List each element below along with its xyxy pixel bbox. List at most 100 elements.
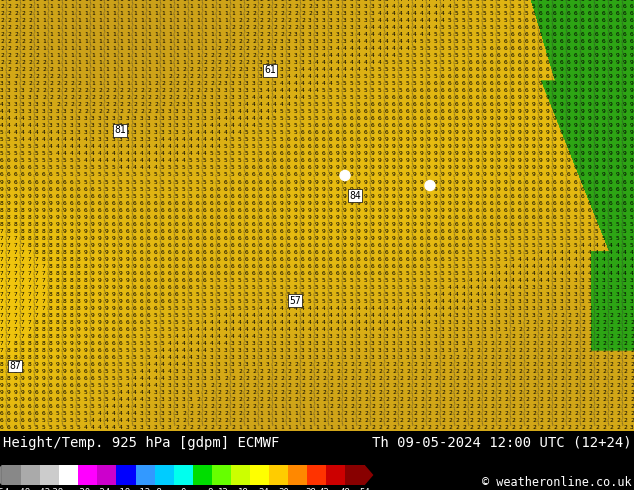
Text: 5: 5 [483, 257, 487, 262]
Text: /: / [409, 307, 416, 314]
Text: 1: 1 [119, 11, 123, 16]
Text: /: / [605, 405, 612, 412]
Text: 0: 0 [181, 488, 186, 490]
Text: 6: 6 [490, 53, 494, 58]
Text: /: / [45, 293, 52, 300]
Text: 4: 4 [112, 404, 116, 409]
Text: 9: 9 [343, 236, 347, 241]
Text: 6: 6 [532, 74, 536, 79]
Text: 6: 6 [196, 257, 200, 262]
Text: /: / [465, 5, 472, 12]
Text: 5: 5 [420, 285, 424, 290]
Text: 5: 5 [462, 25, 466, 30]
Text: /: / [479, 363, 486, 370]
Text: 8: 8 [28, 215, 32, 220]
Text: 4: 4 [329, 74, 333, 79]
Text: 6: 6 [147, 278, 151, 283]
Text: 4: 4 [231, 130, 235, 135]
Text: 6: 6 [560, 179, 564, 185]
Text: /: / [297, 229, 304, 237]
Text: 9: 9 [532, 166, 536, 171]
Text: /: / [45, 0, 52, 5]
Text: 4: 4 [189, 145, 193, 149]
Text: 6: 6 [273, 166, 277, 171]
Text: 2: 2 [266, 397, 269, 402]
Text: /: / [255, 26, 262, 33]
Text: 4: 4 [385, 306, 389, 311]
Text: 6: 6 [147, 257, 151, 262]
Text: 6: 6 [217, 200, 221, 206]
Text: /: / [563, 173, 570, 180]
Text: /: / [185, 54, 192, 61]
Text: /: / [451, 82, 458, 89]
Text: 9: 9 [476, 130, 480, 135]
Text: 5: 5 [441, 39, 444, 44]
Text: /: / [493, 138, 500, 146]
Text: 6: 6 [147, 250, 151, 255]
Text: 2: 2 [329, 376, 333, 381]
Text: 4: 4 [119, 145, 123, 149]
Text: /: / [381, 271, 388, 279]
Text: 5: 5 [553, 236, 557, 241]
Text: 1: 1 [238, 4, 242, 9]
Text: 8: 8 [21, 221, 25, 227]
Text: 5: 5 [504, 25, 508, 30]
Text: 4: 4 [147, 166, 151, 171]
Text: 2: 2 [469, 355, 473, 360]
Text: 4: 4 [504, 285, 508, 290]
Text: /: / [283, 328, 290, 335]
Text: /: / [297, 152, 304, 159]
Text: /: / [493, 166, 500, 173]
Text: 6: 6 [497, 194, 501, 198]
Text: 3: 3 [378, 334, 382, 339]
Text: /: / [367, 286, 374, 293]
Text: /: / [493, 40, 500, 47]
Text: /: / [381, 47, 388, 54]
Text: /: / [451, 278, 458, 286]
Text: 4: 4 [147, 362, 151, 367]
Text: /: / [339, 40, 346, 47]
Text: 6: 6 [511, 60, 515, 65]
Text: 6: 6 [490, 88, 494, 93]
Text: 4: 4 [350, 67, 354, 72]
Text: 2: 2 [322, 390, 326, 395]
Text: 1: 1 [168, 67, 172, 72]
Text: 3: 3 [336, 32, 340, 37]
Text: 9: 9 [455, 130, 459, 135]
Text: 2: 2 [273, 18, 277, 23]
Text: /: / [87, 138, 94, 146]
Text: 9: 9 [434, 221, 437, 227]
Text: 3: 3 [161, 383, 165, 388]
Text: 5: 5 [483, 243, 487, 247]
Text: /: / [521, 187, 528, 195]
Text: 5: 5 [35, 151, 39, 156]
Text: /: / [283, 61, 290, 68]
Text: 6: 6 [525, 53, 529, 58]
Text: 2: 2 [609, 341, 612, 346]
Text: 6: 6 [350, 264, 354, 269]
Text: 7: 7 [0, 250, 4, 255]
Text: /: / [101, 398, 108, 405]
Text: /: / [535, 229, 542, 237]
Text: /: / [157, 278, 164, 286]
Text: /: / [395, 419, 402, 426]
Text: 4: 4 [385, 46, 389, 51]
Text: /: / [577, 419, 584, 426]
Text: 4: 4 [161, 158, 165, 164]
Text: 1: 1 [98, 4, 101, 9]
Text: 5: 5 [420, 292, 424, 297]
Text: /: / [605, 229, 612, 237]
Text: 2: 2 [182, 74, 186, 79]
Text: 6: 6 [399, 123, 403, 128]
Text: /: / [17, 110, 24, 117]
Text: /: / [101, 68, 108, 75]
Text: /: / [87, 278, 94, 286]
Text: 3: 3 [623, 306, 627, 311]
Text: 9: 9 [371, 179, 375, 185]
Text: 9: 9 [385, 194, 389, 198]
Text: 2: 2 [7, 39, 11, 44]
Text: 2: 2 [455, 355, 459, 360]
Text: 9: 9 [49, 376, 53, 381]
Text: 2: 2 [133, 102, 137, 107]
Text: 6: 6 [28, 404, 32, 409]
